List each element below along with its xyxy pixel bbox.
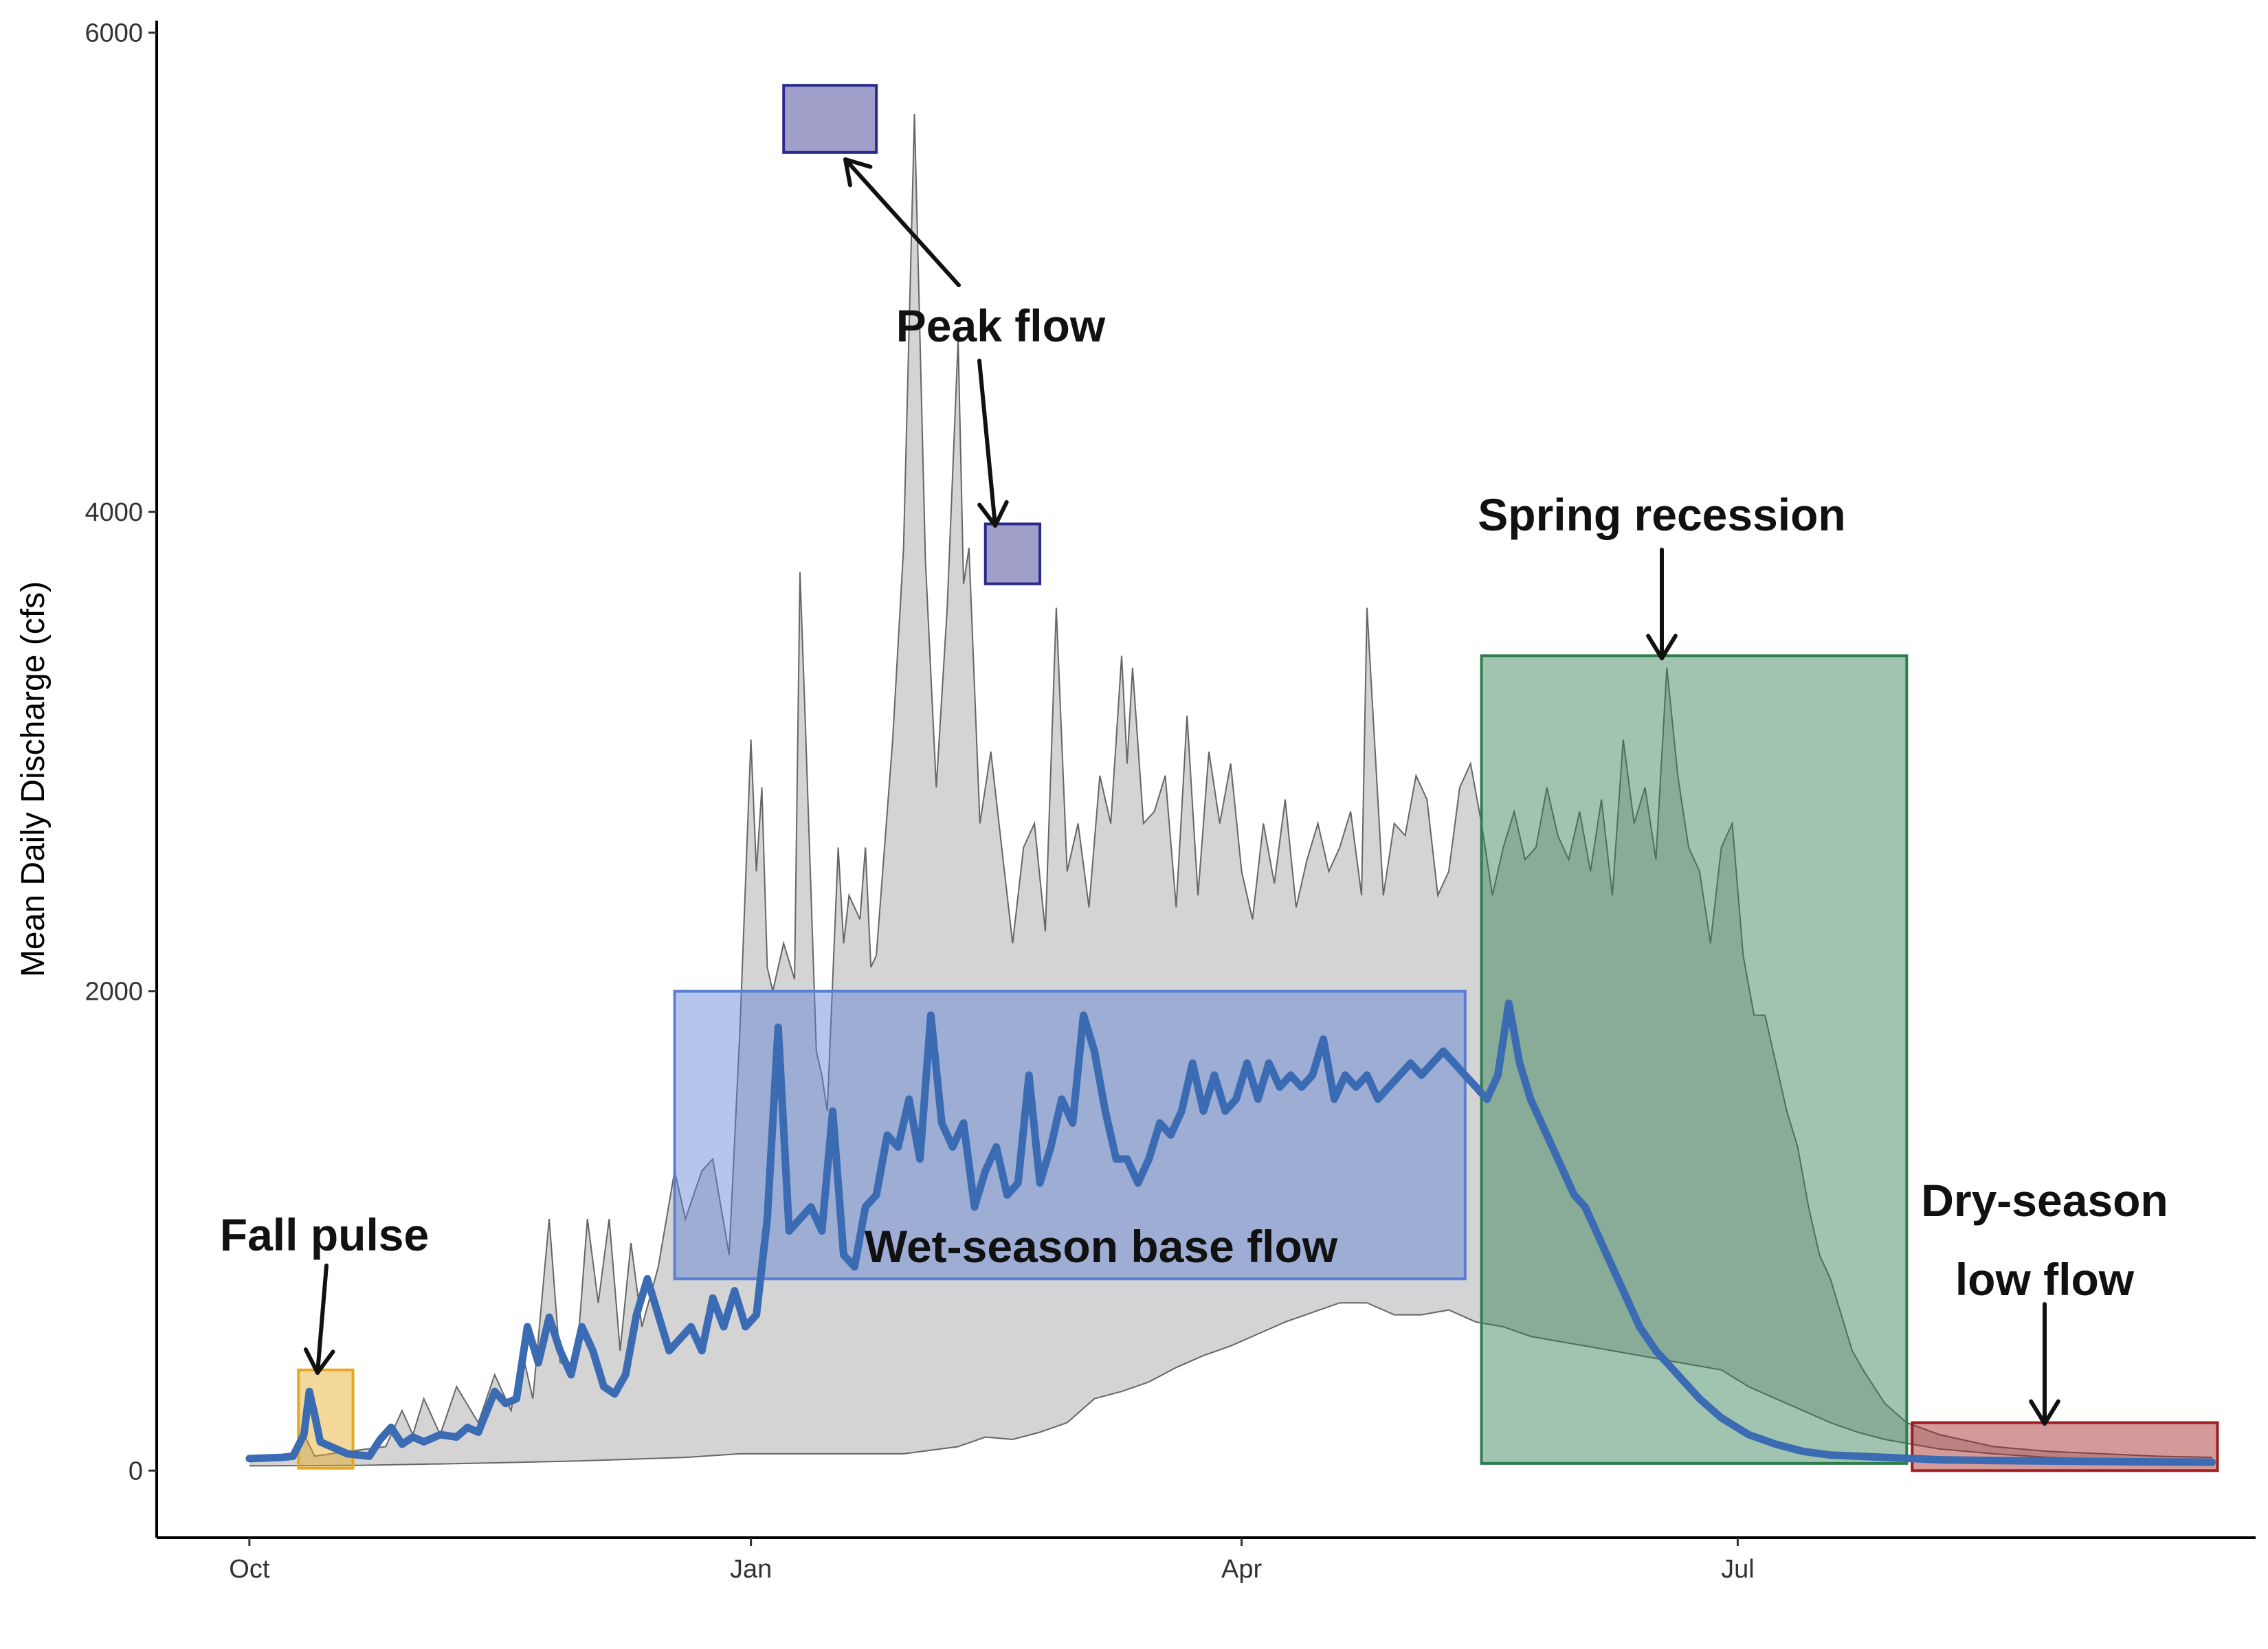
annotation-label: Fall pulse bbox=[220, 1209, 429, 1260]
annotation-arrowhead bbox=[843, 157, 873, 188]
x-tick-label: Jan bbox=[730, 1555, 772, 1584]
x-tick-label: Oct bbox=[229, 1555, 270, 1584]
annotation-label: Spring recession bbox=[1478, 489, 1846, 540]
x-tick-label: Apr bbox=[1221, 1555, 1262, 1584]
annotation-label-line: low flow bbox=[1955, 1254, 2135, 1305]
mean-discharge-layer bbox=[245, 999, 2216, 1466]
annotation-arrowhead bbox=[1646, 633, 1678, 660]
annotation-label: Peak flow bbox=[896, 300, 1106, 351]
annotation-arrow-shaft bbox=[843, 157, 961, 287]
discharge-range-layer bbox=[249, 113, 2212, 1467]
y-tick-label: 0 bbox=[129, 1457, 143, 1485]
y-axis-title: Mean Daily Discharge (cfs) bbox=[15, 581, 52, 977]
annotation-arrow-shaft bbox=[977, 359, 997, 528]
y-tick-label: 6000 bbox=[85, 19, 143, 47]
y-tick-label: 2000 bbox=[85, 978, 143, 1007]
annotation-label-line: Dry-season bbox=[1921, 1175, 2168, 1226]
annotation-arrowhead bbox=[2029, 1399, 2060, 1426]
range-ribbon bbox=[249, 114, 2212, 1466]
range-upper-line bbox=[249, 113, 2212, 1459]
annotation-arrowhead bbox=[977, 500, 1009, 528]
annotation-box-2 bbox=[782, 84, 878, 154]
annotation-labels-layer: Fall pulse Wet-season base flow Peak flow S… bbox=[220, 300, 2168, 1305]
annotation-arrows-layer bbox=[303, 157, 2060, 1426]
annotation-box-1 bbox=[673, 989, 1467, 1281]
y-tick-label: 4000 bbox=[85, 498, 143, 527]
range-lower-line bbox=[249, 1302, 2212, 1467]
annotation-arrowhead bbox=[303, 1347, 335, 1375]
annotation-box-3 bbox=[983, 522, 1042, 585]
annotation-arrow-shaft bbox=[315, 1264, 329, 1375]
annotation-box-4 bbox=[1480, 654, 1909, 1465]
axes-layer: 0 2000 4000 6000 Oct Jan Apr Jul Mean Daily Disc… bbox=[15, 19, 2256, 1584]
mean-discharge-line bbox=[245, 999, 2216, 1466]
annotation-label: Wet-season base flow bbox=[865, 1221, 1338, 1272]
x-tick-label: Jul bbox=[1721, 1555, 1755, 1584]
annotation-boxes-layer bbox=[297, 84, 2219, 1472]
